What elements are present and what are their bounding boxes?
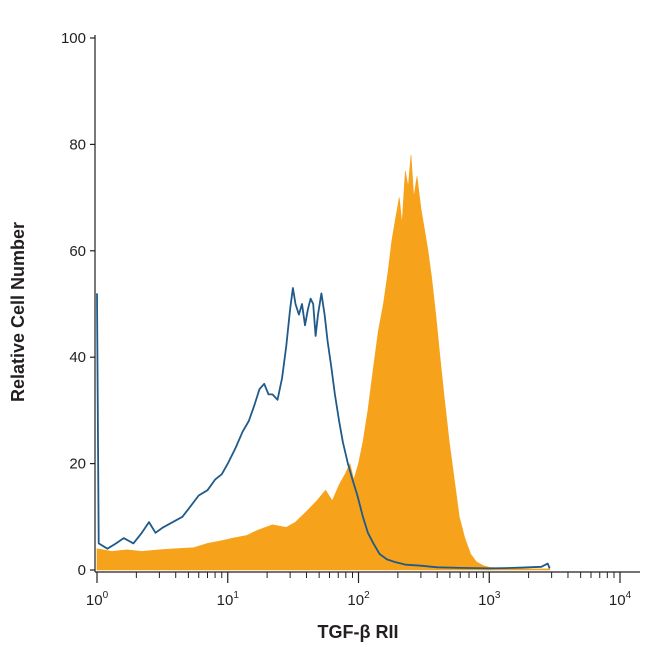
y-tick-label: 80 xyxy=(69,136,86,153)
series-layer xyxy=(96,154,551,571)
series-filled-histogram xyxy=(96,154,550,571)
x-axis-title: TGF-β RII xyxy=(318,622,399,642)
ticks-layer: 0 20 40 60 80 100 100 101 102 103 104 xyxy=(61,30,632,609)
x-tick-label: 101 xyxy=(217,590,240,609)
x-tick-label: 100 xyxy=(86,590,109,609)
y-tick-label: 0 xyxy=(78,562,86,579)
y-tick-label: 20 xyxy=(69,456,86,473)
y-tick-label: 40 xyxy=(69,349,86,366)
x-tick-label: 103 xyxy=(478,590,501,609)
y-tick-label: 100 xyxy=(61,30,86,47)
axes-layer xyxy=(94,35,640,573)
y-axis-title: Relative Cell Number xyxy=(8,222,28,402)
x-tick-label: 104 xyxy=(609,590,632,609)
y-tick-label: 60 xyxy=(69,243,86,260)
x-tick-label: 102 xyxy=(347,590,370,609)
series-outline-histogram xyxy=(96,287,551,570)
